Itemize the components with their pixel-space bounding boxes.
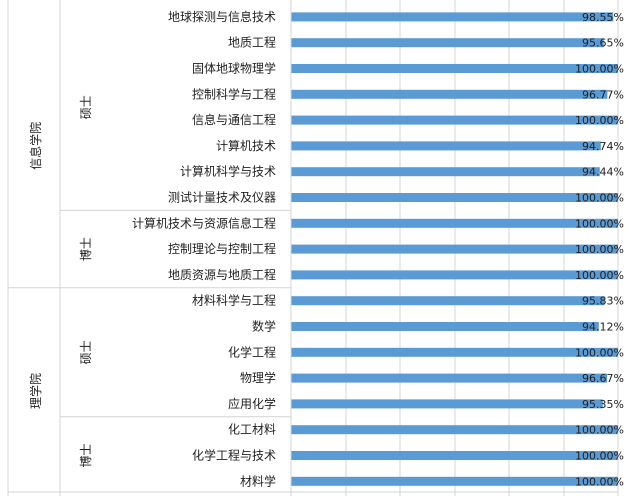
level-label-1-0: 硕士 [79, 340, 93, 364]
bar-3 [291, 89, 608, 99]
value-label-8: 100.00% [575, 217, 624, 230]
value-label-10: 100.00% [575, 269, 624, 282]
bar-10 [291, 270, 618, 280]
category-label-15: 应用化学 [228, 396, 276, 411]
category-label-5: 计算机技术 [216, 138, 276, 153]
value-label-7: 100.00% [575, 192, 624, 205]
category-label-7: 测试计量技术及仪器 [168, 190, 276, 205]
bar-16 [291, 425, 618, 435]
bar-18 [291, 476, 618, 486]
bar-17 [291, 451, 618, 460]
category-label-9: 控制理论与控制工程 [168, 241, 276, 256]
bar-11 [291, 296, 605, 306]
bar-6 [291, 167, 600, 177]
category-label-12: 数学 [252, 319, 276, 334]
college-label-0: 信息学院 [28, 122, 43, 170]
bar-13 [291, 347, 618, 357]
category-label-11: 材料科学与工程 [192, 293, 276, 308]
level-label-0-1: 博士 [78, 237, 93, 261]
level-label-1-1: 博士 [78, 443, 93, 467]
category-label-0: 地球探测与信息技术 [168, 9, 276, 24]
category-label-10: 地质资源与地质工程 [168, 267, 276, 282]
bar-7 [291, 193, 618, 202]
value-label-15: 95.35% [582, 398, 624, 411]
category-label-18: 材料学 [240, 473, 276, 488]
bar-15 [291, 399, 603, 409]
category-label-3: 控制科学与工程 [192, 86, 276, 101]
college-label-1: 理学院 [28, 373, 43, 409]
value-label-6: 94.44% [582, 166, 624, 179]
value-label-3: 96.77% [582, 88, 624, 101]
value-label-1: 95.65% [582, 37, 624, 50]
level-label-0-0: 硕士 [79, 95, 93, 119]
bar-4 [291, 115, 618, 125]
category-label-13: 化学工程 [228, 344, 276, 359]
category-label-2: 固体地球物理学 [192, 61, 276, 76]
value-label-11: 95.83% [582, 295, 624, 308]
category-label-4: 信息与通信工程 [192, 112, 276, 127]
value-label-4: 100.00% [575, 114, 624, 127]
value-label-5: 94.74% [582, 140, 624, 153]
category-label-1: 地质工程 [228, 35, 276, 50]
value-label-17: 100.00% [575, 450, 624, 463]
bar-12 [291, 322, 599, 331]
category-label-6: 计算机科学与技术 [180, 164, 276, 179]
value-label-9: 100.00% [575, 243, 624, 256]
value-label-14: 96.67% [582, 372, 624, 385]
category-label-14: 物理学 [240, 370, 276, 385]
value-label-2: 100.00% [575, 63, 624, 76]
category-label-8: 计算机技术与资源信息工程 [132, 215, 276, 230]
value-label-12: 94.12% [582, 321, 624, 334]
bar-9 [291, 244, 618, 254]
value-label-16: 100.00% [575, 424, 624, 437]
bar-14 [291, 373, 608, 383]
bar-2 [291, 64, 618, 73]
value-label-0: 98.55% [582, 11, 624, 24]
bar-5 [291, 141, 601, 151]
value-label-13: 100.00% [575, 346, 624, 359]
category-label-17: 化学工程与技术 [192, 448, 276, 463]
value-label-18: 100.00% [575, 475, 624, 488]
bar-1 [291, 38, 604, 48]
bar-0 [291, 12, 614, 22]
bar-8 [291, 218, 618, 228]
category-label-16: 化工材料 [228, 423, 276, 437]
